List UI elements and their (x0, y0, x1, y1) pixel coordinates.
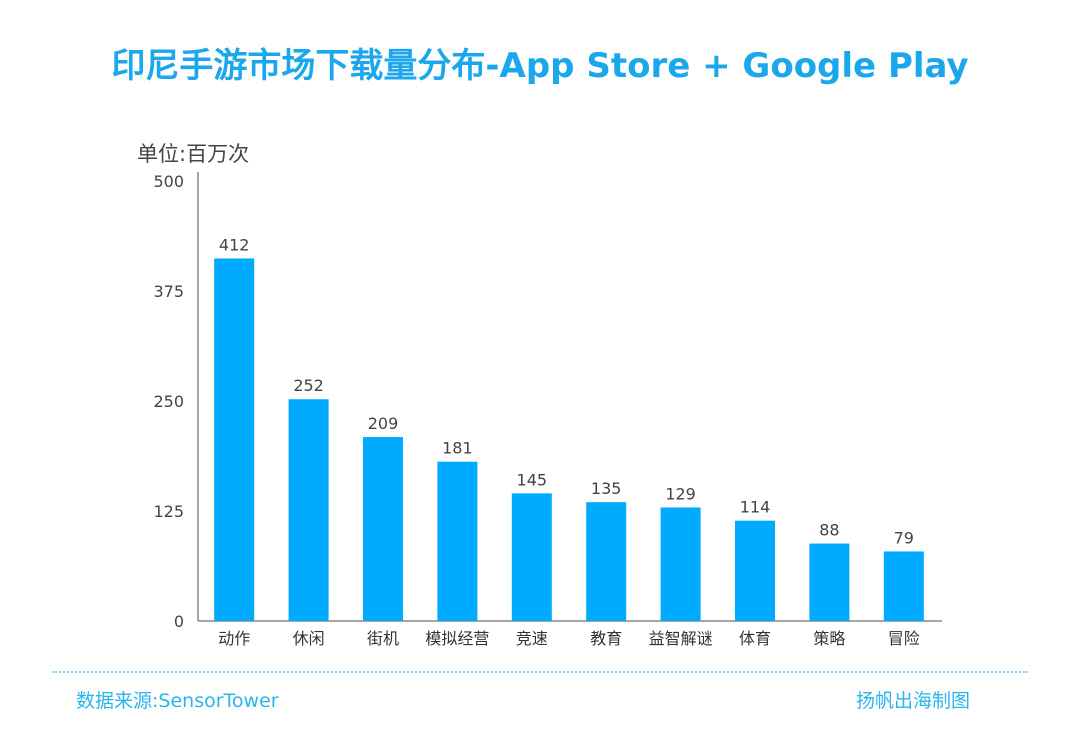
data-label: 145 (517, 470, 548, 489)
data-label: 114 (740, 498, 771, 517)
x-tick-label: 益智解谜 (649, 629, 713, 648)
data-label: 181 (442, 439, 473, 458)
x-tick-label: 动作 (218, 629, 250, 648)
data-label: 79 (894, 528, 914, 547)
bar (214, 258, 255, 621)
data-label: 129 (665, 484, 696, 503)
x-tick-label: 教育 (590, 629, 622, 648)
bar (363, 437, 403, 621)
bar (883, 551, 924, 621)
bar (660, 507, 701, 621)
y-tick-label: 125 (153, 502, 184, 521)
chart-title: 印尼手游市场下载量分布-App Store + Google Play (111, 46, 969, 86)
bar (437, 461, 478, 621)
data-label: 209 (368, 414, 399, 433)
bar (586, 502, 627, 621)
data-label: 252 (293, 376, 324, 395)
bar (809, 543, 850, 621)
x-tick-label: 体育 (739, 629, 771, 648)
data-label: 135 (591, 479, 622, 498)
divider (52, 671, 1028, 673)
credit-note: 扬帆出海制图 (855, 690, 970, 712)
unit-label: 单位:百万次 (137, 142, 250, 166)
y-tick-label: 250 (153, 392, 184, 411)
x-tick-label: 模拟经营 (425, 629, 489, 648)
bar (735, 520, 775, 621)
x-tick-label: 策略 (813, 629, 845, 648)
source-note: 数据来源:SensorTower (76, 690, 279, 712)
data-label: 88 (819, 521, 839, 540)
y-tick-label: 0 (174, 612, 184, 631)
x-tick-label: 街机 (367, 629, 399, 648)
bar (288, 399, 329, 621)
y-tick-label: 500 (153, 172, 184, 191)
data-label: 412 (219, 235, 250, 254)
x-tick-label: 休闲 (293, 629, 325, 648)
x-tick-label: 竞速 (516, 629, 548, 648)
y-tick-label: 375 (153, 282, 184, 301)
x-tick-label: 冒险 (888, 629, 920, 648)
bar (511, 493, 552, 621)
